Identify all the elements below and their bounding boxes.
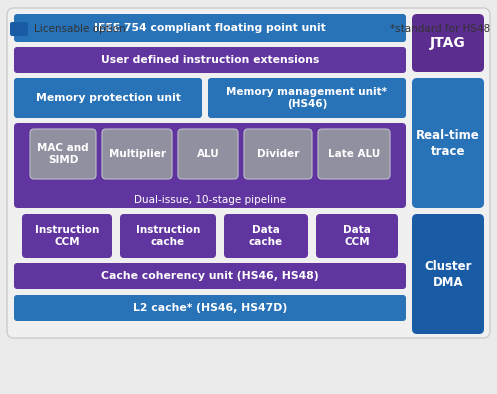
FancyBboxPatch shape bbox=[14, 295, 406, 321]
FancyBboxPatch shape bbox=[30, 129, 96, 179]
FancyBboxPatch shape bbox=[224, 214, 308, 258]
Text: MAC and
SIMD: MAC and SIMD bbox=[37, 143, 89, 165]
Text: L2 cache* (HS46, HS47D): L2 cache* (HS46, HS47D) bbox=[133, 303, 287, 313]
Text: *standard for HS48: *standard for HS48 bbox=[390, 24, 490, 34]
Text: Late ALU: Late ALU bbox=[328, 149, 380, 159]
FancyBboxPatch shape bbox=[318, 129, 390, 179]
Text: Dual-issue, 10-stage pipeline: Dual-issue, 10-stage pipeline bbox=[134, 195, 286, 205]
FancyBboxPatch shape bbox=[14, 263, 406, 289]
FancyBboxPatch shape bbox=[7, 8, 490, 338]
Text: Divider: Divider bbox=[257, 149, 299, 159]
Text: Memory management unit*
(HS46): Memory management unit* (HS46) bbox=[227, 87, 388, 109]
Text: Cache coherency unit (HS46, HS48): Cache coherency unit (HS46, HS48) bbox=[101, 271, 319, 281]
Text: JTAG: JTAG bbox=[430, 36, 466, 50]
FancyBboxPatch shape bbox=[22, 214, 112, 258]
FancyBboxPatch shape bbox=[412, 78, 484, 208]
Text: Cluster
DMA: Cluster DMA bbox=[424, 260, 472, 288]
FancyBboxPatch shape bbox=[208, 78, 406, 118]
Text: Data
cache: Data cache bbox=[249, 225, 283, 247]
FancyBboxPatch shape bbox=[412, 14, 484, 72]
Text: Multiplier: Multiplier bbox=[108, 149, 166, 159]
Text: Data
CCM: Data CCM bbox=[343, 225, 371, 247]
FancyBboxPatch shape bbox=[14, 47, 406, 73]
Text: Memory protection unit: Memory protection unit bbox=[36, 93, 180, 103]
Text: Real-time
trace: Real-time trace bbox=[416, 128, 480, 158]
FancyBboxPatch shape bbox=[120, 214, 216, 258]
Text: User defined instruction extensions: User defined instruction extensions bbox=[101, 55, 319, 65]
FancyBboxPatch shape bbox=[14, 14, 406, 42]
FancyBboxPatch shape bbox=[178, 129, 238, 179]
FancyBboxPatch shape bbox=[14, 78, 202, 118]
Text: IEEE 754 compliant floating point unit: IEEE 754 compliant floating point unit bbox=[94, 23, 326, 33]
FancyBboxPatch shape bbox=[10, 22, 28, 36]
FancyBboxPatch shape bbox=[14, 123, 406, 208]
FancyBboxPatch shape bbox=[412, 214, 484, 334]
FancyBboxPatch shape bbox=[244, 129, 312, 179]
Text: Instruction
CCM: Instruction CCM bbox=[35, 225, 99, 247]
Text: Instruction
cache: Instruction cache bbox=[136, 225, 200, 247]
FancyBboxPatch shape bbox=[316, 214, 398, 258]
FancyBboxPatch shape bbox=[102, 129, 172, 179]
Text: Licensable option: Licensable option bbox=[34, 24, 126, 34]
Text: ALU: ALU bbox=[197, 149, 219, 159]
